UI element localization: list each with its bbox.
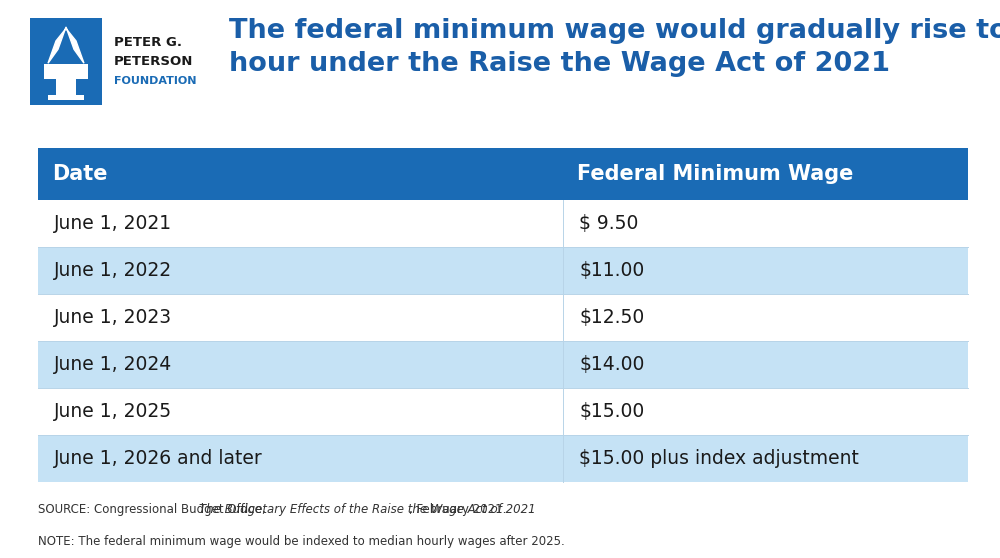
Text: The federal minimum wage would gradually rise to $15 per
hour under the Raise th: The federal minimum wage would gradually… <box>229 18 1000 77</box>
Text: June 1, 2023: June 1, 2023 <box>54 308 172 327</box>
Text: June 1, 2021: June 1, 2021 <box>54 214 172 233</box>
Text: PETER G.: PETER G. <box>114 36 182 49</box>
Text: , February 2021.: , February 2021. <box>409 503 507 516</box>
Text: $12.50: $12.50 <box>579 308 645 327</box>
Polygon shape <box>48 27 84 63</box>
Text: Date: Date <box>52 164 108 184</box>
Bar <box>38 200 968 247</box>
Text: June 1, 2025: June 1, 2025 <box>54 402 172 421</box>
Text: $ 9.50: $ 9.50 <box>579 214 639 233</box>
Bar <box>56 79 76 100</box>
Bar <box>30 18 102 105</box>
Text: PETERSON: PETERSON <box>114 55 193 68</box>
Bar <box>44 64 88 79</box>
Bar <box>38 247 968 294</box>
Bar <box>38 148 968 200</box>
Bar <box>48 94 84 100</box>
Text: Federal Minimum Wage: Federal Minimum Wage <box>577 164 854 184</box>
Text: $11.00: $11.00 <box>579 261 645 280</box>
Text: FOUNDATION: FOUNDATION <box>114 76 196 85</box>
Text: The Budgetary Effects of the Raise the Wage Act of 2021: The Budgetary Effects of the Raise the W… <box>199 503 536 516</box>
Text: June 1, 2024: June 1, 2024 <box>54 355 172 374</box>
Text: $15.00: $15.00 <box>579 402 645 421</box>
Text: June 1, 2026 and later: June 1, 2026 and later <box>54 449 263 468</box>
Bar <box>38 435 968 482</box>
Text: June 1, 2022: June 1, 2022 <box>54 261 172 280</box>
Text: SOURCE: Congressional Budget Office,: SOURCE: Congressional Budget Office, <box>38 503 269 516</box>
Bar <box>38 388 968 435</box>
Text: NOTE: The federal minimum wage would be indexed to median hourly wages after 202: NOTE: The federal minimum wage would be … <box>38 535 565 548</box>
Text: $14.00: $14.00 <box>579 355 645 374</box>
Text: $15.00 plus index adjustment: $15.00 plus index adjustment <box>579 449 859 468</box>
Bar <box>38 294 968 341</box>
Bar <box>38 341 968 388</box>
